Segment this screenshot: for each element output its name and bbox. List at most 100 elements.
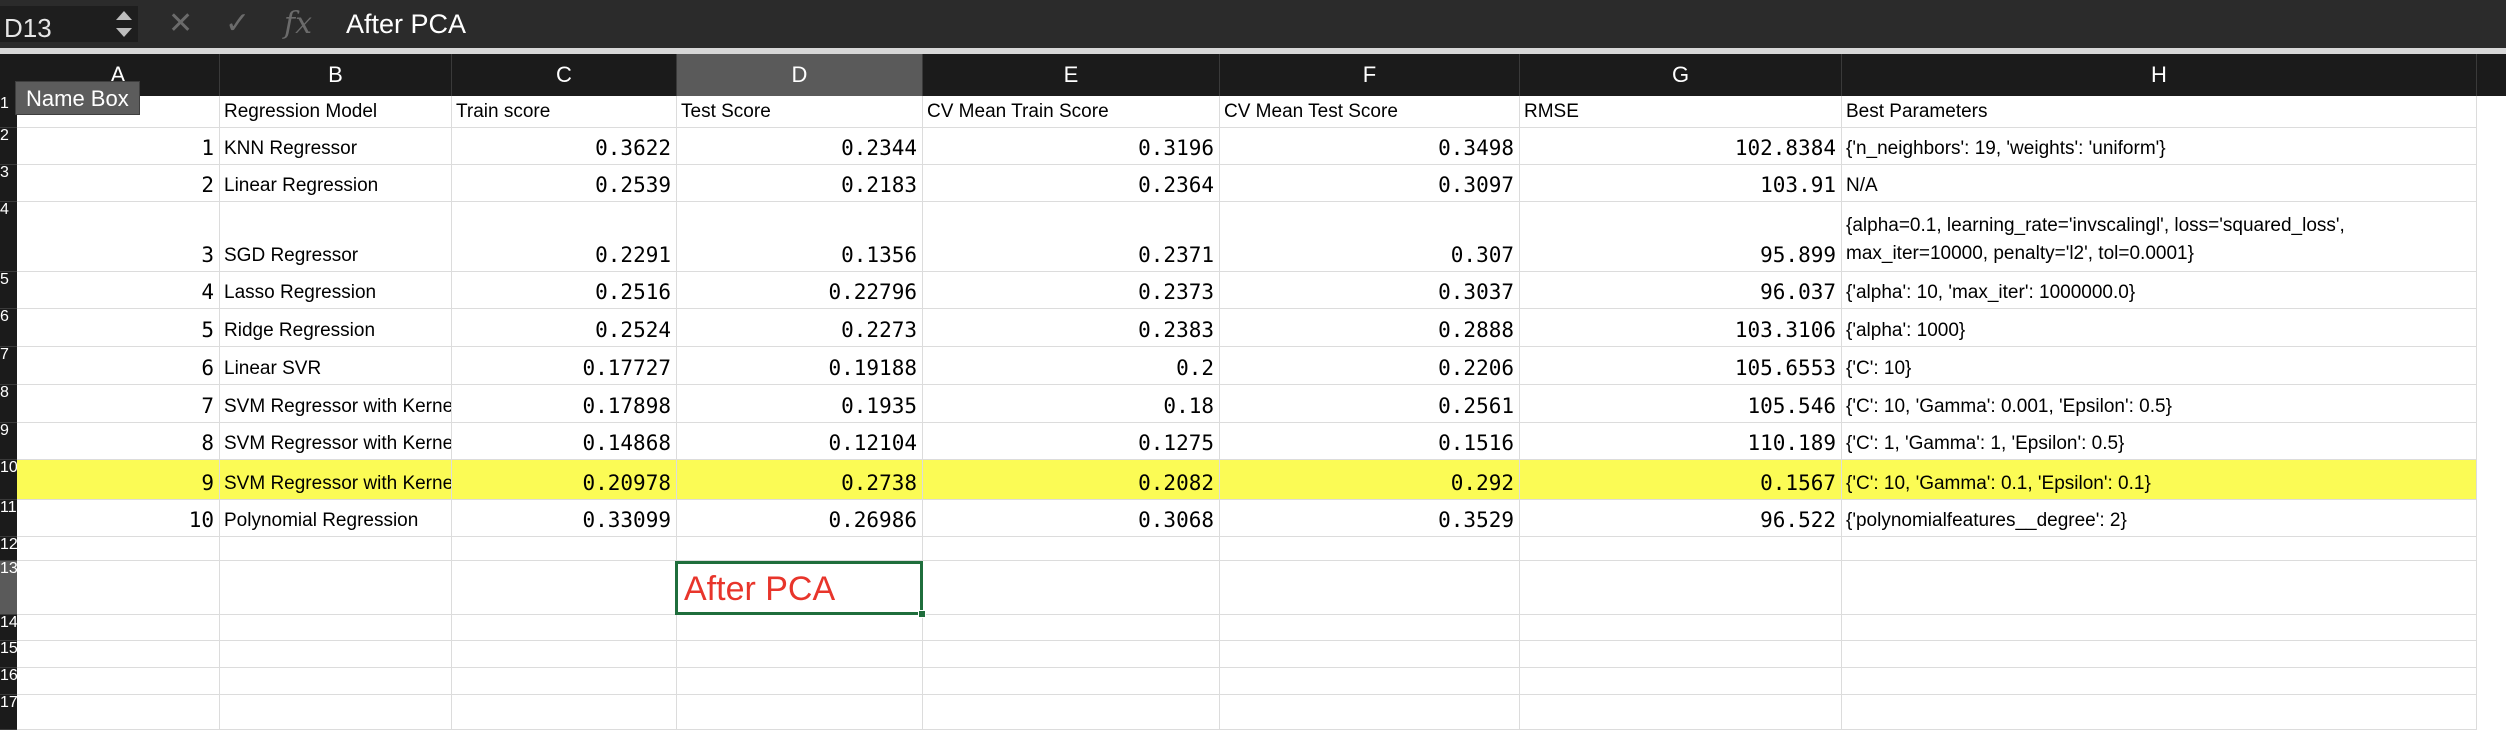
row-header[interactable]: 10 <box>0 460 17 500</box>
cell[interactable] <box>220 561 452 614</box>
cell[interactable] <box>1220 641 1520 667</box>
confirm-icon[interactable]: ✓ <box>225 7 251 40</box>
formula-input[interactable]: After PCA <box>346 9 467 39</box>
cell[interactable]: Linear Regression <box>220 165 452 201</box>
cell[interactable]: 0.2291 <box>452 202 677 271</box>
cell[interactable] <box>452 537 677 560</box>
cell[interactable]: {'alpha': 10, 'max_iter': 1000000.0} <box>1842 272 2477 308</box>
cell[interactable]: Regression Model <box>220 96 452 127</box>
cell[interactable]: 0.2371 <box>923 202 1220 271</box>
cell[interactable]: {'alpha': 1000} <box>1842 309 2477 346</box>
cell[interactable] <box>17 615 220 640</box>
cell[interactable]: 0.17727 <box>452 347 677 384</box>
cell[interactable] <box>923 615 1220 640</box>
cell[interactable] <box>1520 615 1842 640</box>
cell[interactable] <box>452 561 677 614</box>
cell[interactable]: 105.6553 <box>1520 347 1842 384</box>
cell[interactable] <box>452 615 677 640</box>
column-header-e[interactable]: E <box>923 54 1220 96</box>
row-header[interactable]: 1 <box>0 96 17 128</box>
cell[interactable] <box>677 615 923 640</box>
cell[interactable]: 0.33099 <box>452 500 677 536</box>
row-header[interactable]: 15 <box>0 641 17 668</box>
cell[interactable]: 6 <box>17 347 220 384</box>
column-header-d[interactable]: D <box>677 54 923 96</box>
cell[interactable] <box>1220 615 1520 640</box>
cell[interactable] <box>1842 561 2477 614</box>
cell[interactable]: 0.2364 <box>923 165 1220 201</box>
cell[interactable]: 0.3196 <box>923 128 1220 164</box>
cell[interactable]: 103.91 <box>1520 165 1842 201</box>
cell[interactable]: SVM Regressor with Kerne <box>220 423 452 459</box>
cell[interactable]: {'C': 10} <box>1842 347 2477 384</box>
cell[interactable] <box>1220 537 1520 560</box>
cell[interactable] <box>1220 695 1520 729</box>
cell[interactable]: 0.2183 <box>677 165 923 201</box>
cell[interactable] <box>677 695 923 729</box>
cell[interactable]: 3 <box>17 202 220 271</box>
cell[interactable]: SVM Regressor with Kerne <box>220 385 452 422</box>
cell[interactable]: 105.546 <box>1520 385 1842 422</box>
row-header[interactable]: 6 <box>0 309 17 347</box>
cell[interactable]: 0.18 <box>923 385 1220 422</box>
cell[interactable]: 0.2383 <box>923 309 1220 346</box>
row-header[interactable]: 11 <box>0 500 17 537</box>
row-header[interactable]: 8 <box>0 385 17 423</box>
cell[interactable]: 0.26986 <box>677 500 923 536</box>
cell[interactable]: 10 <box>17 500 220 536</box>
column-header-a[interactable]: A <box>17 54 220 96</box>
cell[interactable] <box>923 695 1220 729</box>
column-header-c[interactable]: C <box>452 54 677 96</box>
cell[interactable]: Ridge Regression <box>220 309 452 346</box>
row-header[interactable]: 16 <box>0 668 17 695</box>
cell[interactable]: 8 <box>17 423 220 459</box>
cell[interactable]: 0.2082 <box>923 460 1220 499</box>
cell[interactable]: 0.3097 <box>1220 165 1520 201</box>
cell[interactable]: 0.22796 <box>677 272 923 308</box>
cell[interactable]: 0.2273 <box>677 309 923 346</box>
cell[interactable] <box>1520 695 1842 729</box>
cell[interactable] <box>1842 695 2477 729</box>
column-header-g[interactable]: G <box>1520 54 1842 96</box>
cell[interactable]: 0.1935 <box>677 385 923 422</box>
cell[interactable] <box>452 668 677 694</box>
cell[interactable]: 0.1516 <box>1220 423 1520 459</box>
row-header[interactable]: 2 <box>0 128 17 165</box>
cell[interactable] <box>17 561 220 614</box>
cell[interactable]: 0.2738 <box>677 460 923 499</box>
cell[interactable]: 9 <box>17 460 220 499</box>
active-cell[interactable]: After PCA <box>675 561 926 618</box>
cell[interactable] <box>220 641 452 667</box>
cell[interactable]: 0.3068 <box>923 500 1220 536</box>
cell[interactable]: {'C': 10, 'Gamma': 0.001, 'Epsilon': 0.5… <box>1842 385 2477 422</box>
cell[interactable]: 5 <box>17 309 220 346</box>
cell[interactable]: 103.3106 <box>1520 309 1842 346</box>
cell[interactable] <box>1842 615 2477 640</box>
cell[interactable]: 0.19188 <box>677 347 923 384</box>
cell[interactable] <box>923 668 1220 694</box>
cell[interactable]: CV Mean Train Score <box>923 96 1220 127</box>
cell[interactable]: Lasso Regression <box>220 272 452 308</box>
cancel-icon[interactable]: ✕ <box>168 7 194 40</box>
cell[interactable]: 96.522 <box>1520 500 1842 536</box>
cell[interactable]: {'n_neighbors': 19, 'weights': 'uniform'… <box>1842 128 2477 164</box>
cell[interactable]: Best Parameters <box>1842 96 2477 127</box>
cell[interactable] <box>677 641 923 667</box>
cell[interactable] <box>17 668 220 694</box>
row-header[interactable]: 4 <box>0 202 17 272</box>
cell[interactable]: {'C': 10, 'Gamma': 0.1, 'Epsilon': 0.1} <box>1842 460 2477 499</box>
cell[interactable] <box>1520 561 1842 614</box>
cell[interactable]: {alpha=0.1, learning_rate='invscalingl',… <box>1842 202 2477 271</box>
cell[interactable] <box>677 668 923 694</box>
cell[interactable] <box>17 695 220 729</box>
cell[interactable] <box>677 537 923 560</box>
cell[interactable]: 0.3037 <box>1220 272 1520 308</box>
name-box[interactable]: D13 <box>0 6 138 43</box>
cell[interactable] <box>923 537 1220 560</box>
cell[interactable]: 0.2516 <box>452 272 677 308</box>
cell[interactable]: KNN Regressor <box>220 128 452 164</box>
cell[interactable]: CV Mean Test Score <box>1220 96 1520 127</box>
column-header-f[interactable]: F <box>1220 54 1520 96</box>
cell[interactable]: 7 <box>17 385 220 422</box>
cell[interactable]: 0.2539 <box>452 165 677 201</box>
